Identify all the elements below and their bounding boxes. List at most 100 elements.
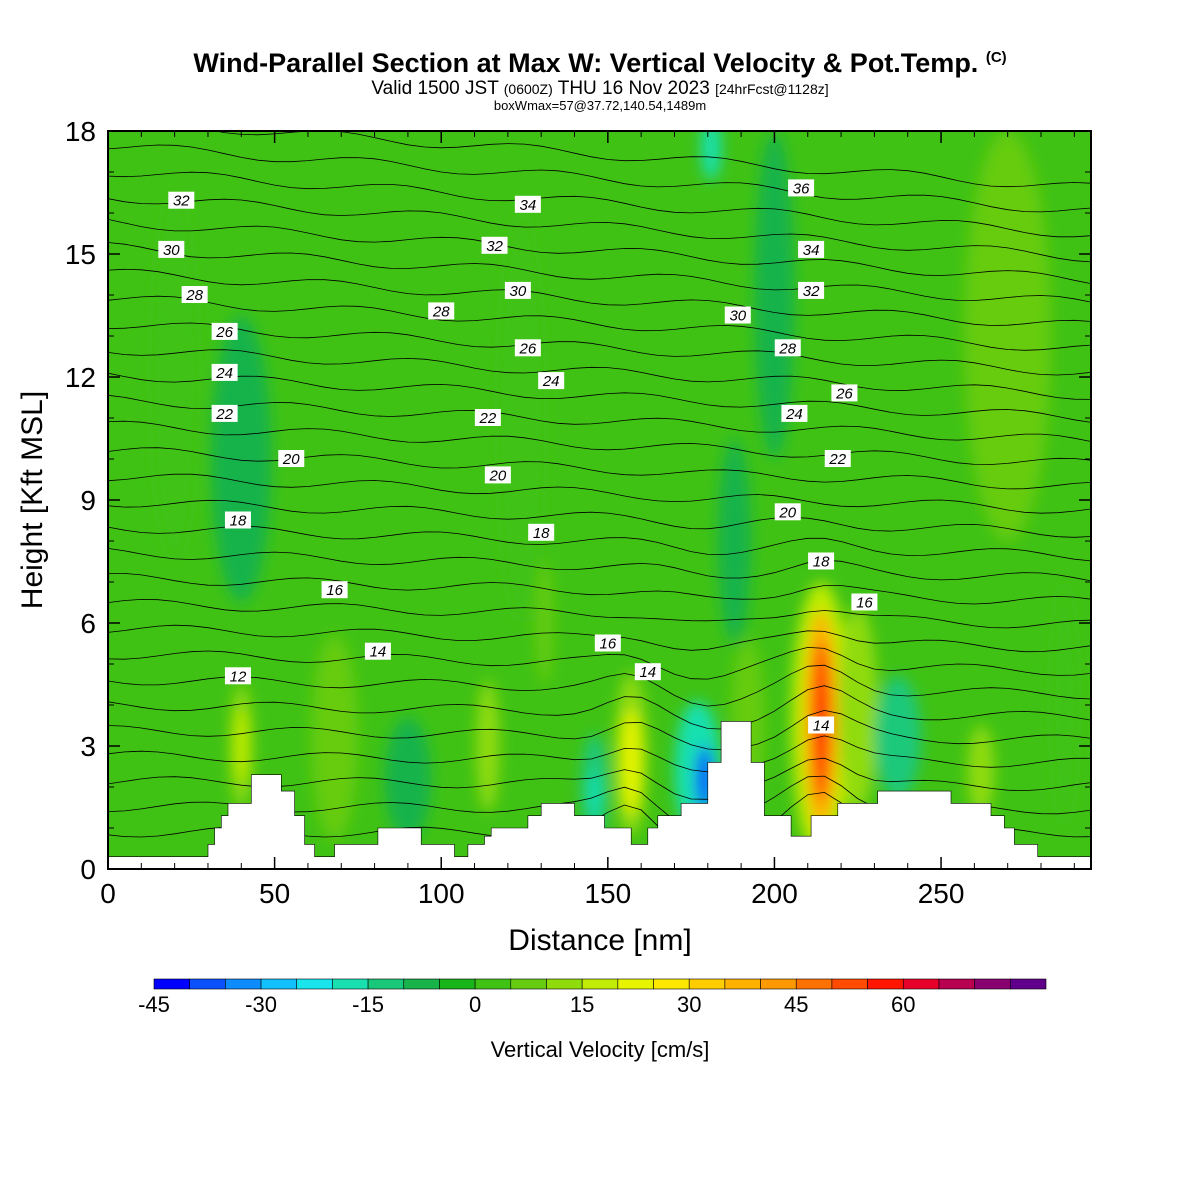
contour-label: 30 — [158, 240, 185, 259]
x-axis-label: Distance [nm] — [508, 924, 691, 957]
chart-subtitle: Valid 1500 JST (0600Z) THU 16 Nov 2023 [… — [0, 79, 1200, 99]
contour-label: 18 — [224, 511, 251, 530]
contour-label-text: 20 — [282, 451, 300, 468]
contour-label-text: 24 — [542, 373, 560, 390]
contour-label-box — [851, 593, 878, 611]
contour-label-text: 18 — [813, 554, 830, 571]
colorbar-swatch — [688, 978, 726, 990]
velocity-cell — [837, 606, 878, 812]
contour-label-box — [808, 716, 835, 734]
valid-time: Valid 1500 JST — [371, 78, 499, 99]
contour-label-box — [474, 409, 501, 426]
y-tick-label: 15 — [65, 239, 96, 270]
contour-label-text: 30 — [510, 283, 527, 300]
valid-date: THU 16 Nov 2023 — [557, 78, 710, 99]
contour-label-text: 16 — [599, 636, 616, 653]
y-tick-label: 0 — [80, 854, 96, 885]
plot-area: 12 14 14 14 16 16 16 18 18 18 20 20 20 22 22 22 24 24 24 26… — [108, 131, 1091, 869]
contour-label-text: 16 — [326, 582, 343, 599]
contour-label: 30 — [724, 306, 751, 325]
contour-label: 16 — [594, 634, 621, 653]
forecast-tag: [24hrFcst@1128z] — [715, 81, 829, 97]
x-tick-label: 50 — [259, 878, 290, 909]
contour-label-text: 26 — [835, 385, 853, 402]
theta-contour — [108, 394, 1091, 442]
theta-contour — [108, 219, 1091, 284]
colorbar-swatch — [617, 978, 654, 990]
contour-label-box — [158, 240, 185, 258]
colorbar-swatch — [974, 978, 1011, 990]
x-tick-label: 200 — [751, 878, 798, 909]
colorbar-tick-label: -15 — [352, 992, 384, 1017]
contour-label-box — [484, 466, 511, 484]
contour-label-box — [538, 372, 565, 390]
contour-label: 24 — [211, 363, 238, 382]
contour-label-box — [168, 191, 195, 209]
colorbar-tick-label: -45 — [138, 992, 170, 1017]
velocity-cell — [384, 717, 432, 841]
colorbar-swatch — [760, 978, 797, 990]
contour-label-text: 30 — [163, 242, 180, 259]
x-axis: 0 50 100 150 200 250 — [100, 131, 1075, 909]
contour-label-box — [774, 339, 801, 357]
contour-label: 32 — [168, 191, 195, 210]
contour-label: 14 — [634, 663, 661, 681]
theta-contour — [108, 242, 1091, 303]
contour-label-text: 20 — [778, 504, 796, 521]
title-text: Wind-Parallel Section at Max W: Vertical… — [193, 48, 979, 78]
velocity-cell — [1051, 582, 1078, 828]
theta-contour — [108, 268, 1091, 326]
contour-label-text: 14 — [813, 718, 830, 735]
contour-label-box — [514, 339, 541, 357]
contour-label: 22 — [474, 409, 501, 427]
theta-contour — [108, 709, 1091, 751]
colorbar-tick-label: -30 — [245, 992, 277, 1017]
box-wmax-line: boxWmax=57@37.72,140.54,1489m — [493, 98, 707, 113]
contour-label: 28 — [774, 339, 801, 357]
contour-label-box — [181, 286, 208, 303]
contour-label: 14 — [364, 642, 391, 661]
x-tick-label: 150 — [584, 878, 631, 909]
colorbar-tick-label: 0 — [469, 992, 481, 1017]
x-tick-label: 100 — [418, 878, 465, 909]
contour-label: 26 — [514, 339, 541, 357]
contour-label-text: 14 — [639, 664, 656, 681]
terrain — [108, 721, 1091, 869]
contour-label: 32 — [481, 236, 508, 255]
contour-label-text: 14 — [370, 644, 387, 661]
contour-label-box — [211, 322, 238, 340]
contour-label: 12 — [224, 667, 251, 685]
theta-contour — [108, 598, 1091, 629]
colorbar-tick-label: 30 — [677, 992, 701, 1017]
colorbar-swatch — [902, 978, 940, 990]
y-tick-label: 9 — [80, 485, 96, 516]
contour-label: 20 — [484, 466, 511, 484]
theta-contour — [108, 447, 1091, 490]
contour-label-box — [481, 236, 508, 254]
contour-label: 24 — [538, 372, 565, 390]
theta-contour — [108, 548, 1091, 582]
contour-label-box — [211, 363, 238, 381]
colorbar-swatch — [795, 978, 833, 990]
theta-contour — [108, 473, 1091, 514]
contour-label-box — [724, 306, 751, 324]
valid-utc: (0600Z) — [503, 81, 553, 97]
contour-label-text: 26 — [215, 324, 233, 341]
contour-label-text: 28 — [185, 287, 203, 304]
contour-label-text: 28 — [778, 340, 796, 357]
contour-label-box — [831, 384, 858, 402]
theta-contour — [108, 171, 1091, 238]
contour-label: 32 — [798, 281, 825, 300]
copyright-mark: (C) — [985, 49, 1007, 66]
colorbar-swatch — [831, 978, 868, 990]
theta-contour — [108, 646, 1091, 680]
theta-contour — [108, 735, 1091, 773]
contour-label: 34 — [514, 195, 541, 214]
y-tick-label: 6 — [80, 608, 96, 639]
velocity-cell — [211, 315, 272, 603]
x-tick-label: 250 — [918, 878, 965, 909]
contour-label: 24 — [781, 404, 808, 423]
contour-label-box — [211, 404, 238, 422]
contour-label: 26 — [831, 384, 858, 402]
theta-contour — [108, 198, 1091, 263]
